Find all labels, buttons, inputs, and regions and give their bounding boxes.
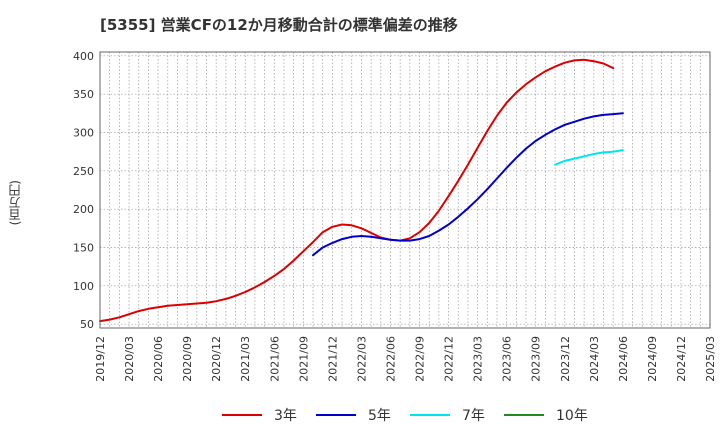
legend-label: 5年 — [368, 408, 391, 424]
x-tick-label: 2024/06 — [617, 336, 630, 382]
chart-title: [5355] 営業CFの12か月移動合計の標準偏差の推移 — [100, 16, 458, 34]
x-tick-label: 2019/12 — [94, 336, 107, 382]
x-tick-label: 2021/03 — [239, 336, 252, 382]
legend-label: 10年 — [556, 408, 588, 424]
y-tick-label: 250 — [73, 165, 94, 178]
legend-swatch — [222, 414, 262, 416]
x-tick-label: 2023/09 — [530, 336, 543, 382]
x-tick-label: 2021/06 — [268, 336, 281, 382]
x-tick-label: 2024/12 — [675, 336, 688, 382]
grid — [99, 52, 711, 328]
y-tick-label: 300 — [73, 127, 94, 140]
x-tick-label: 2022/06 — [384, 336, 397, 382]
x-tick-label: 2020/09 — [181, 336, 194, 382]
x-tick-label: 2022/03 — [355, 336, 368, 382]
x-tick-label: 2024/03 — [588, 336, 601, 382]
x-tick-label: 2023/12 — [559, 336, 572, 382]
legend-item: 7年 — [410, 404, 485, 426]
x-tick-label: 2022/12 — [443, 336, 456, 382]
x-tick-label: 2020/03 — [123, 336, 136, 382]
x-tick-label: 2024/09 — [646, 336, 659, 382]
legend-item: 3年 — [222, 404, 297, 426]
x-tick-label: 2023/06 — [501, 336, 514, 382]
legend-label: 7年 — [462, 408, 485, 424]
y-tick-label: 200 — [73, 203, 94, 216]
series-line-3 — [554, 149, 624, 166]
x-tick-labels: 2019/12 2020/03 2020/06 2020/09 2020/12 2021/… — [94, 336, 717, 382]
legend-swatch — [410, 414, 450, 416]
series-line-2 — [312, 112, 624, 257]
legend-swatch — [504, 414, 544, 416]
legend: 3年 5年 7年 10年 — [0, 404, 720, 426]
x-tick-label: 2021/12 — [326, 336, 339, 382]
series-lines — [99, 58, 624, 323]
y-tick-label: 50 — [80, 318, 94, 331]
y-tick-label: 150 — [73, 242, 94, 255]
x-tick-label: 2025/03 — [704, 336, 717, 382]
legend-item: 5年 — [316, 404, 391, 426]
x-tick-label: 2020/12 — [210, 336, 223, 382]
series-line-1 — [99, 58, 615, 323]
x-tick-label: 2023/03 — [472, 336, 485, 382]
legend-item: 10年 — [504, 404, 588, 426]
y-tick-label: 100 — [73, 280, 94, 293]
plot-frame — [99, 51, 711, 329]
y-tick-label: 400 — [73, 50, 94, 63]
y-tick-label: 350 — [73, 88, 94, 101]
x-tick-label: 2022/09 — [414, 336, 427, 382]
x-tick-label: 2021/09 — [297, 336, 310, 382]
legend-label: 3年 — [274, 408, 297, 424]
x-tick-label: 2020/06 — [152, 336, 165, 382]
y-tick-labels: 50 100 150 200 250 300 350 400 — [73, 50, 94, 331]
legend-swatch — [316, 414, 356, 416]
